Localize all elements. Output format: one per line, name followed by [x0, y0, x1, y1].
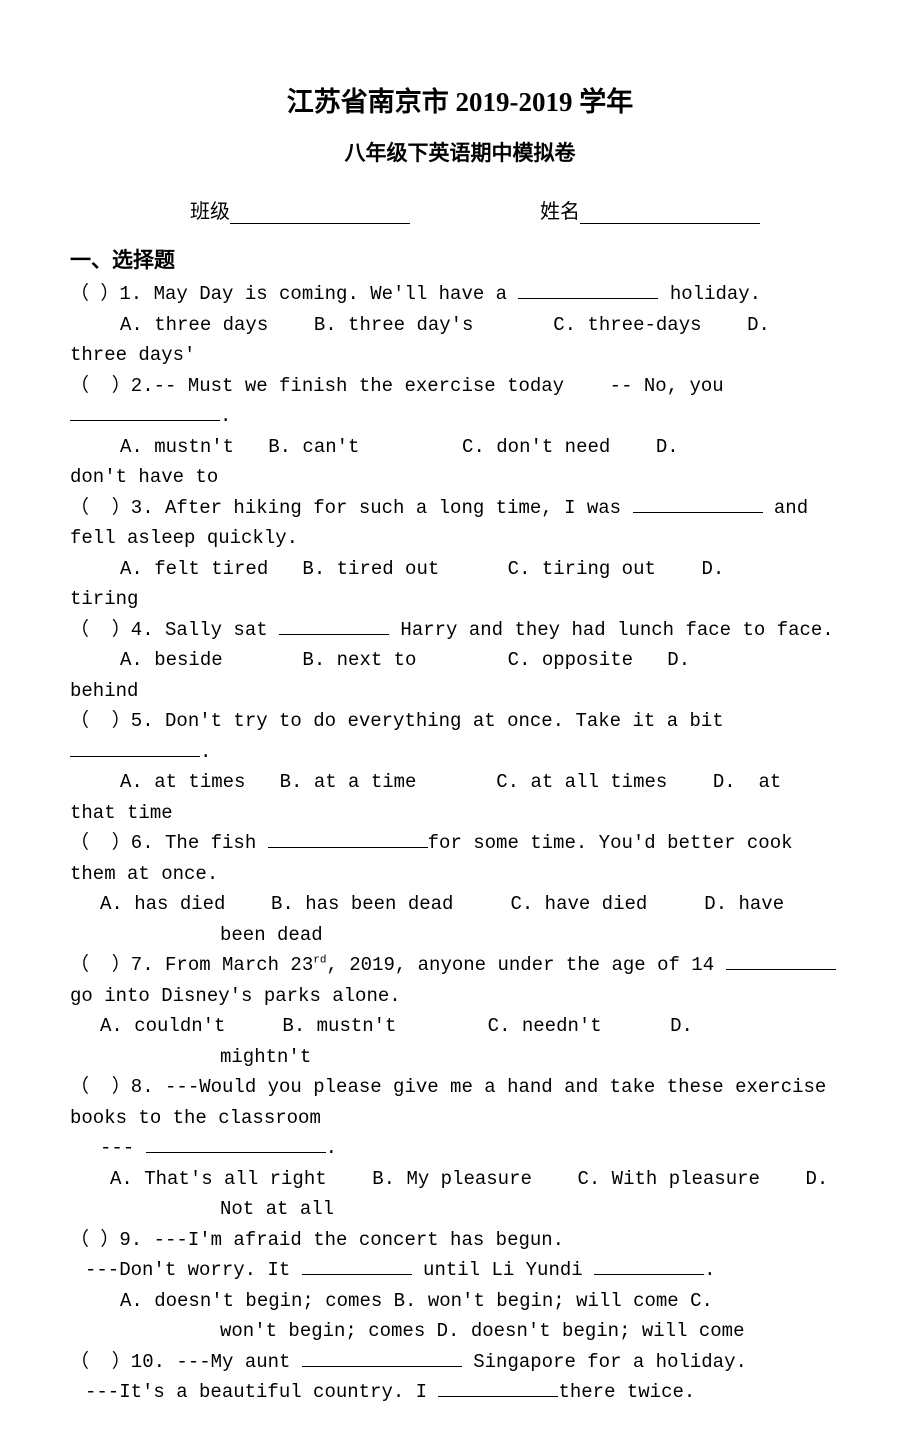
- q7-options-wrap: mightn't: [70, 1043, 850, 1072]
- q8-wrap: books to the classroom: [70, 1104, 850, 1133]
- q10-line2: ---It's a beautiful country. I there twi…: [70, 1378, 850, 1407]
- questions-container: （ ）1. May Day is coming. We'll have a ho…: [70, 280, 850, 1407]
- q8-options-wrap: Not at all: [70, 1195, 850, 1224]
- title-sub: 八年级下英语期中模拟卷: [70, 137, 850, 167]
- q6-wrap: them at once.: [70, 860, 850, 889]
- question-9: （ ）9. ---I'm afraid the concert has begu…: [70, 1226, 850, 1255]
- q9-line2: ---Don't worry. It until Li Yundi .: [70, 1256, 850, 1285]
- q1-stem-b: holiday.: [658, 283, 761, 305]
- question-10: （ ）10. ---My aunt Singapore for a holida…: [70, 1348, 850, 1377]
- q5-blank-line: .: [70, 738, 850, 767]
- question-7: （ ）7. From March 23rd, 2019, anyone unde…: [70, 951, 850, 980]
- q1-stem-a: （ ）1. May Day is coming. We'll have a: [70, 283, 518, 305]
- q5-options-wrap: that time: [70, 799, 850, 828]
- q4-options: A. beside B. next to C. opposite D.: [70, 646, 850, 675]
- q2-options-wrap: don't have to: [70, 463, 850, 492]
- q8-response: --- .: [70, 1134, 850, 1163]
- q6-options: A. has died B. has been dead C. have die…: [70, 890, 850, 919]
- q1-options: A. three days B. three day's C. three-da…: [70, 311, 850, 340]
- q2-options: A. mustn't B. can't C. don't need D.: [70, 433, 850, 462]
- name-blank: [580, 202, 760, 224]
- question-8: （ ）8. ---Would you please give me a hand…: [70, 1073, 850, 1102]
- q7-wrap: go into Disney's parks alone.: [70, 982, 850, 1011]
- title-main: 江苏省南京市 2019-2019 学年: [70, 80, 850, 119]
- question-3: （ ）3. After hiking for such a long time,…: [70, 494, 850, 523]
- q3-options: A. felt tired B. tired out C. tiring out…: [70, 555, 850, 584]
- q1-blank: [518, 281, 658, 299]
- q8-options: A. That's all right B. My pleasure C. Wi…: [70, 1165, 850, 1194]
- name-label: 姓名: [540, 195, 580, 224]
- q4-options-wrap: behind: [70, 677, 850, 706]
- q5-options: A. at times B. at a time C. at all times…: [70, 768, 850, 797]
- q3-wrap: fell asleep quickly.: [70, 524, 850, 553]
- q9-options-1: A. doesn't begin; comes B. won't begin; …: [70, 1287, 850, 1316]
- q2-blank-line: .: [70, 402, 850, 431]
- q9-options-2: won't begin; comes D. doesn't begin; wil…: [70, 1317, 850, 1346]
- question-4: （ ）4. Sally sat Harry and they had lunch…: [70, 616, 850, 645]
- q6-options-wrap: been dead: [70, 921, 850, 950]
- info-row: 班级 姓名: [70, 195, 850, 224]
- question-5: （ ）5. Don't try to do everything at once…: [70, 707, 850, 736]
- class-blank: [230, 202, 410, 224]
- q1-options-wrap: three days': [70, 341, 850, 370]
- question-2: （ ）2.-- Must we finish the exercise toda…: [70, 372, 850, 401]
- q7-options: A. couldn't B. mustn't C. needn't D.: [70, 1012, 850, 1041]
- question-6: （ ）6. The fish for some time. You'd bett…: [70, 829, 850, 858]
- class-label: 班级: [190, 195, 230, 224]
- q3-options-wrap: tiring: [70, 585, 850, 614]
- question-1: （ ）1. May Day is coming. We'll have a ho…: [70, 280, 850, 309]
- section-heading: 一、选择题: [70, 244, 850, 274]
